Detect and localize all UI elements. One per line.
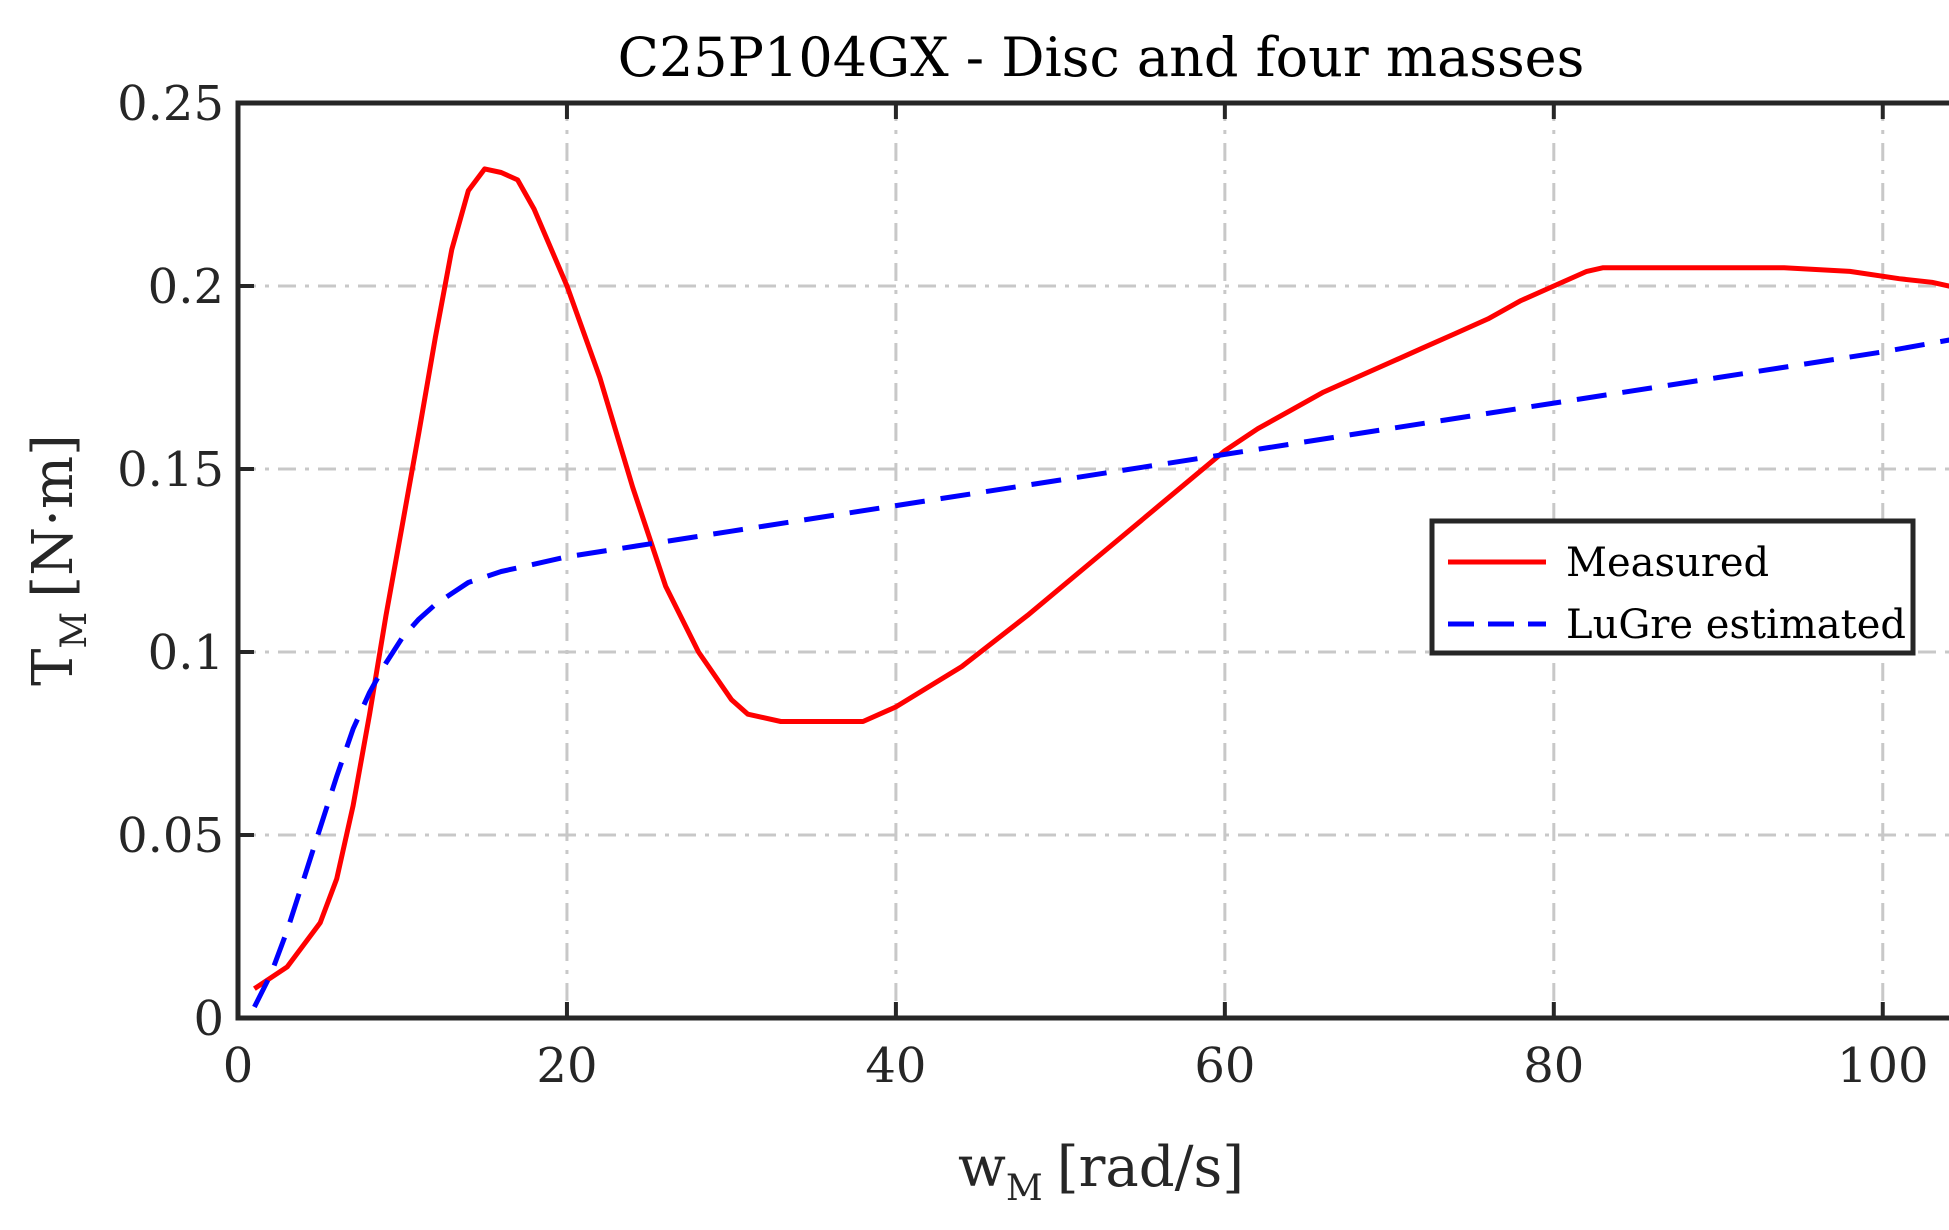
y-tick-label-2: 0.1 xyxy=(148,625,224,681)
series-group xyxy=(252,166,1949,1009)
legend: Measured LuGre estimated xyxy=(1429,518,1916,656)
x-axis-label-sub: M xyxy=(1006,1168,1043,1209)
x-tick-label-2: 40 xyxy=(865,1038,926,1094)
y-tick-label-5: 0.25 xyxy=(117,76,224,132)
ticks-group xyxy=(236,101,1885,1020)
y-axis-label-unit: [N·m] xyxy=(21,434,86,598)
x-axis-label-main: w xyxy=(958,1135,1006,1200)
series-line-lugre-estimated xyxy=(252,337,1949,1009)
y-axis-label-main: T xyxy=(21,649,86,686)
legend-label-measured: Measured xyxy=(1566,540,1769,586)
x-tick-label-5: 100 xyxy=(1837,1038,1929,1094)
y-axis-label-sub: M xyxy=(54,612,95,649)
y-tick-label-4: 0.2 xyxy=(148,259,224,315)
y-tick-label-3: 0.15 xyxy=(117,442,224,498)
chart-title: C25P104GX - Disc and four masses xyxy=(618,26,1585,89)
legend-label-lugre: LuGre estimated xyxy=(1566,602,1906,648)
x-tick-label-1: 20 xyxy=(536,1038,597,1094)
x-axis-label: wM [rad/s] xyxy=(958,1135,1244,1209)
x-axis-label-unit: [rad/s] xyxy=(1057,1135,1244,1200)
x-tick-label-3: 60 xyxy=(1194,1038,1255,1094)
x-tick-label-0: 0 xyxy=(223,1038,254,1094)
series-line-measured xyxy=(253,166,1949,991)
tick-labels-group: 0 20 40 60 80 100 0 0.05 0.1 0.15 0.2 0.25 xyxy=(117,76,1928,1094)
y-tick-label-0: 0 xyxy=(193,991,224,1047)
legend-box xyxy=(1429,518,1916,656)
x-tick-label-4: 80 xyxy=(1523,1038,1584,1094)
y-tick-label-1: 0.05 xyxy=(117,808,224,864)
plot-frame xyxy=(235,100,1949,1021)
y-axis-label: TM [N·m] xyxy=(21,434,95,686)
